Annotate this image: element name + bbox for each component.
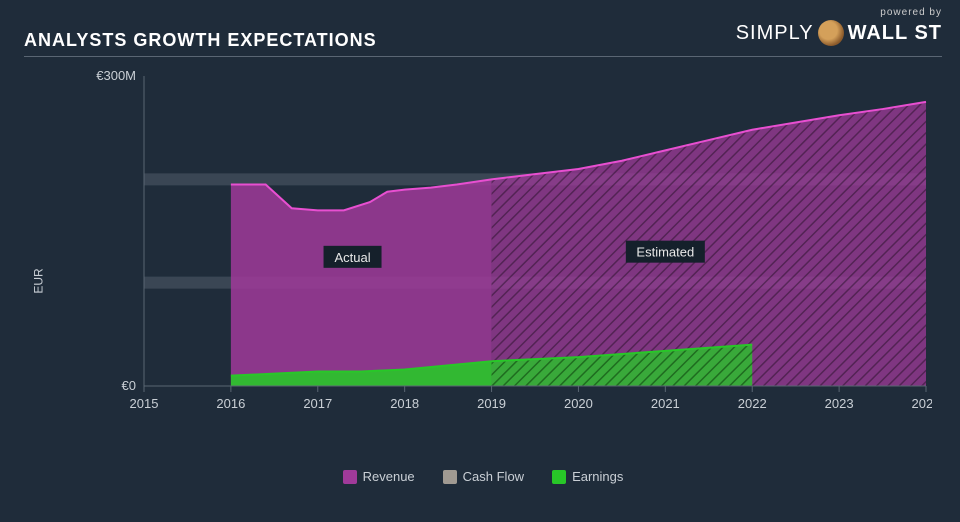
- svg-text:2015: 2015: [130, 396, 159, 411]
- svg-text:2019: 2019: [477, 396, 506, 411]
- svg-text:€0: €0: [122, 378, 136, 393]
- svg-text:2024: 2024: [912, 396, 932, 411]
- svg-text:2017: 2017: [303, 396, 332, 411]
- powered-by-text: powered by: [736, 8, 942, 18]
- svg-text:2020: 2020: [564, 396, 593, 411]
- legend-label-revenue: Revenue: [363, 469, 415, 484]
- chart-plot: €300M €0 2015 2016 2017 2018 2019 2020 2021 2022 2…: [94, 70, 932, 422]
- svg-text:Actual: Actual: [334, 250, 370, 265]
- y-axis-label: EUR: [32, 268, 46, 293]
- svg-text:2021: 2021: [651, 396, 680, 411]
- legend-swatch-revenue: [343, 470, 357, 484]
- brand-logo: powered by SIMPLY WALL ST: [736, 8, 942, 46]
- chart-title: ANALYSTS GROWTH EXPECTATIONS: [24, 30, 377, 51]
- svg-text:2022: 2022: [738, 396, 767, 411]
- chart-container: EUR €300M €0 2015 2016 2017 2018 2019 2020 2021 2…: [24, 70, 942, 492]
- bull-icon: [818, 20, 844, 46]
- svg-text:2016: 2016: [216, 396, 245, 411]
- legend-swatch-earnings: [552, 470, 566, 484]
- brand-name: SIMPLY WALL ST: [736, 20, 942, 46]
- svg-text:2023: 2023: [825, 396, 854, 411]
- legend-item-revenue: Revenue: [343, 469, 415, 484]
- title-divider: [24, 56, 942, 57]
- svg-text:2018: 2018: [390, 396, 419, 411]
- legend-label-earnings: Earnings: [572, 469, 623, 484]
- legend-swatch-cashflow: [443, 470, 457, 484]
- legend-label-cashflow: Cash Flow: [463, 469, 524, 484]
- chart-legend: Revenue Cash Flow Earnings: [24, 469, 942, 484]
- legend-item-cashflow: Cash Flow: [443, 469, 524, 484]
- svg-text:€300M: €300M: [96, 70, 136, 83]
- svg-text:Estimated: Estimated: [636, 245, 694, 260]
- legend-item-earnings: Earnings: [552, 469, 623, 484]
